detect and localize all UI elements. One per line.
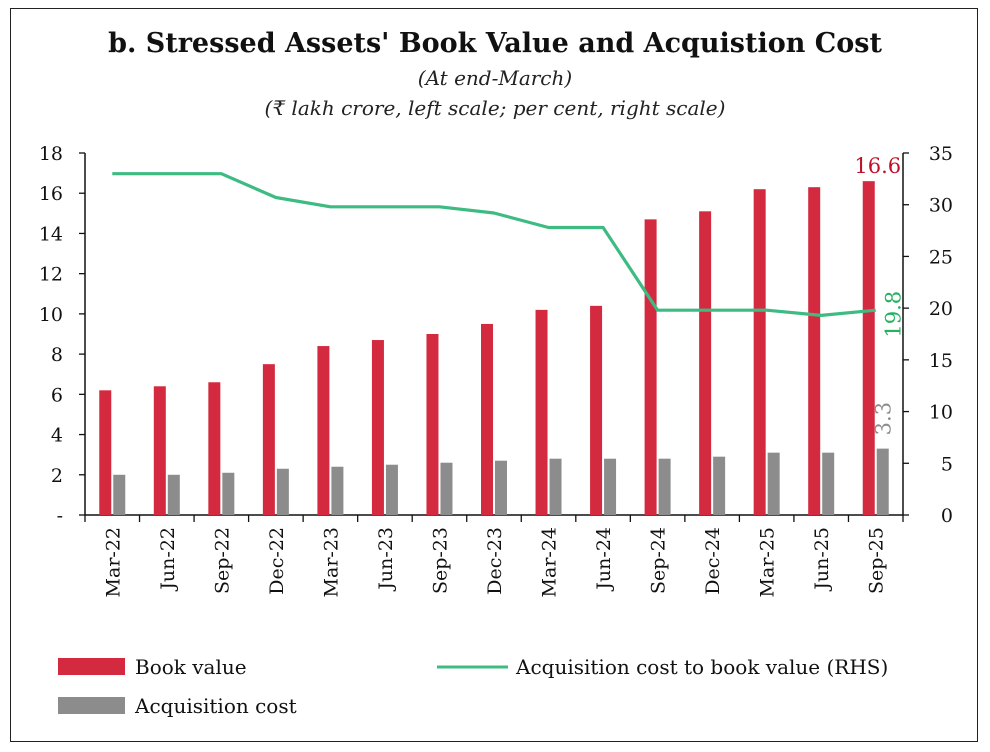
x-category-label: Sep-24: [648, 527, 670, 594]
axes: - 2 4 6 8 10 12 14 16 18 0 5 10 15 20 25 30 35 Mar-22 Jun-2…: [39, 143, 953, 597]
acquisition-cost-bar: [167, 474, 180, 515]
x-category-label: Sep-23: [429, 527, 451, 594]
ratio-line-group: [112, 172, 876, 317]
book-value-bar: [808, 187, 821, 515]
acquisition-cost-bars: [113, 448, 889, 515]
book-value-bar: [590, 305, 603, 515]
acquisition-cost-bar: [440, 462, 453, 515]
right-tick-label: 10: [929, 402, 953, 424]
x-category-label: Mar-25: [757, 527, 779, 597]
x-category-label: Sep-25: [866, 527, 888, 594]
acquisition-cost-bar: [222, 472, 235, 515]
annotation-acquisition-cost: 3.3: [872, 402, 896, 435]
chart-title: b. Stressed Assets' Book Value and Acqui…: [108, 28, 882, 59]
x-category-label: Mar-24: [539, 527, 561, 597]
left-tick-label: 12: [39, 264, 63, 286]
annotations: 16.6 19.8 3.3: [854, 154, 905, 435]
annotation-ratio: 19.8: [882, 291, 906, 338]
book-value-bar: [481, 323, 493, 515]
x-category-label: Jun-22: [157, 527, 179, 592]
chart-subtitle-period: (At end-March): [417, 66, 573, 90]
acquisition-cost-bar: [658, 458, 671, 515]
legend: Book value Acquisition cost Acquisition …: [58, 655, 888, 718]
acquisition-cost-bar: [495, 460, 507, 515]
left-tick-label: -: [57, 505, 63, 527]
acquisition-cost-bar: [385, 464, 398, 515]
right-tick-label: 30: [929, 195, 953, 217]
legend-label-ratio: Acquisition cost to book value (RHS): [515, 655, 888, 679]
left-tick-label: 8: [51, 344, 63, 366]
x-category-label: Jun-23: [375, 527, 397, 592]
left-tick-label: 6: [51, 384, 63, 406]
legend-swatch-book-value: [58, 658, 125, 675]
acquisition-cost-bar: [549, 458, 562, 515]
book-value-bar: [426, 334, 439, 515]
ratio-line: [112, 172, 876, 317]
annotation-book-value: 16.6: [854, 154, 901, 178]
book-value-bar: [371, 340, 384, 515]
book-value-bar: [535, 309, 548, 515]
acquisition-cost-bar: [876, 448, 889, 515]
legend-label-book-value: Book value: [135, 655, 247, 679]
legend-label-acquisition-cost: Acquisition cost: [134, 694, 297, 718]
x-category-label: Jun-25: [811, 527, 833, 592]
acquisition-cost-bar: [113, 474, 126, 515]
left-tick-label: 4: [51, 425, 63, 447]
book-value-bar: [644, 219, 657, 515]
right-tick-label: 0: [941, 505, 953, 527]
right-tick-label: 5: [941, 453, 953, 475]
book-value-bar: [753, 189, 766, 515]
book-value-bar: [208, 382, 221, 515]
book-value-bars: [99, 181, 875, 516]
book-value-bar: [153, 386, 166, 515]
left-tick-label: 18: [39, 143, 63, 165]
right-tick-label: 20: [929, 298, 953, 320]
x-category-label: Dec-24: [702, 527, 724, 595]
left-tick-label: 16: [39, 183, 63, 205]
x-category-label: Jun-24: [593, 527, 615, 592]
book-value-bar: [699, 211, 712, 516]
acquisition-cost-bar: [276, 468, 289, 515]
x-category-label: Mar-22: [102, 527, 124, 597]
x-category-label: Mar-23: [320, 527, 342, 597]
x-category-label: Dec-23: [484, 527, 506, 595]
acquisition-cost-bar: [822, 452, 835, 515]
acquisition-cost-bar: [331, 466, 344, 515]
acquisition-cost-bar: [767, 452, 780, 515]
book-value-bar: [862, 181, 875, 515]
book-value-bar: [99, 390, 112, 515]
left-tick-label: 2: [51, 465, 63, 487]
left-tick-label: 14: [39, 223, 63, 245]
acquisition-cost-bar: [713, 456, 726, 515]
left-tick-label: 10: [39, 304, 63, 326]
right-tick-label: 15: [929, 350, 953, 372]
x-category-label: Dec-22: [266, 527, 288, 595]
acquisition-cost-bar: [604, 458, 617, 515]
book-value-bar: [317, 346, 330, 515]
x-category-label: Sep-22: [211, 527, 233, 594]
chart-subtitle-units: (₹ lakh crore, left scale; per cent, rig…: [264, 96, 726, 120]
legend-swatch-acquisition-cost: [58, 697, 125, 714]
right-tick-label: 35: [929, 143, 953, 165]
book-value-bar: [262, 364, 275, 515]
right-tick-label: 25: [929, 246, 953, 268]
